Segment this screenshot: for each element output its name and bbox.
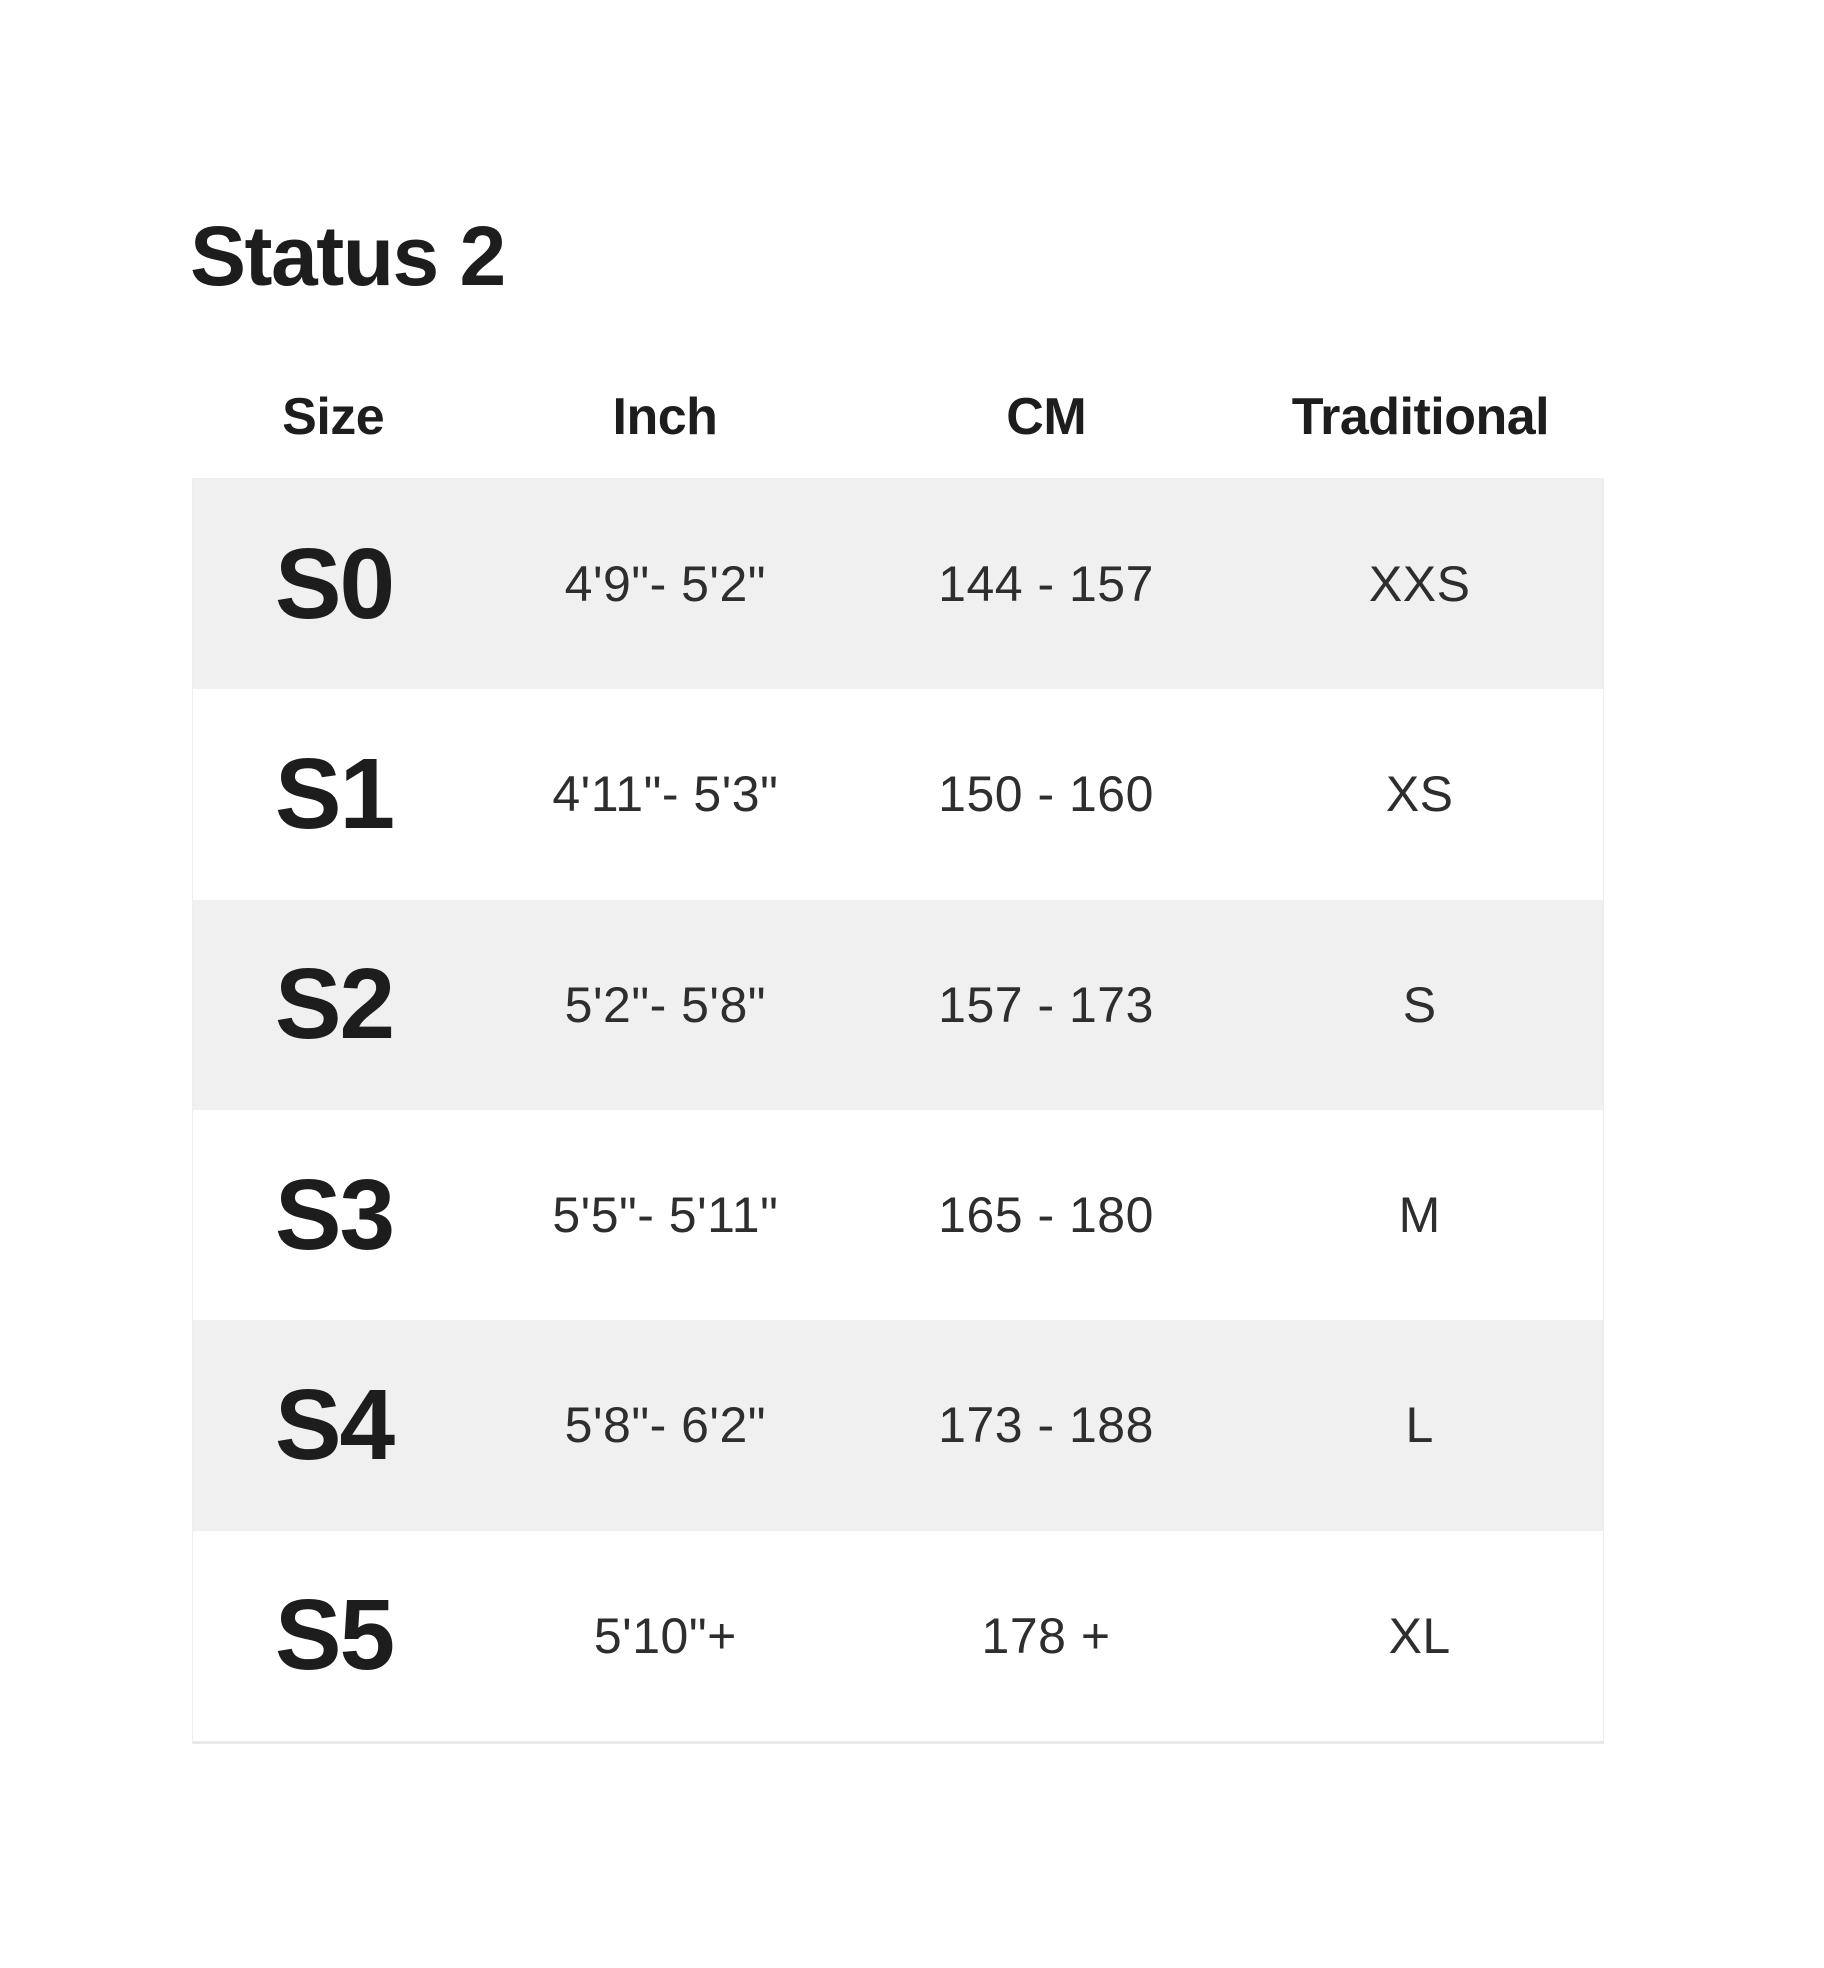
cell-cm: 165 - 180 xyxy=(938,1187,1154,1244)
cell-size: S4 xyxy=(274,1368,395,1481)
cell-cm: 144 - 157 xyxy=(938,556,1154,613)
page-title: Status 2 xyxy=(190,209,506,303)
cell-traditional: M xyxy=(1398,1187,1441,1244)
cell-inch: 4'9"- 5'2" xyxy=(564,556,767,613)
cell-inch: 5'10"+ xyxy=(593,1607,737,1664)
cell-size: S0 xyxy=(274,527,395,640)
cell-traditional: XL xyxy=(1388,1607,1451,1664)
size-table: S0 4'9"- 5'2" 144 - 157 XXS S1 4'11"- 5'… xyxy=(192,478,1604,1744)
cell-traditional: S xyxy=(1402,976,1437,1033)
cell-inch: 5'2"- 5'8" xyxy=(564,976,767,1033)
cell-size: S3 xyxy=(274,1158,395,1271)
column-header-size: Size xyxy=(282,388,385,446)
cell-traditional: XS xyxy=(1385,766,1454,823)
cell-traditional: XXS xyxy=(1368,556,1471,613)
cell-traditional: L xyxy=(1405,1397,1434,1454)
table-row: S4 5'8"- 6'2" 173 - 188 L xyxy=(193,1320,1603,1531)
table-row: S5 5'10"+ 178 + XL xyxy=(193,1530,1603,1741)
cell-cm: 157 - 173 xyxy=(938,976,1154,1033)
column-header-cm: CM xyxy=(1006,388,1087,446)
cell-size: S1 xyxy=(274,737,395,850)
cell-cm: 178 + xyxy=(981,1607,1111,1664)
cell-cm: 173 - 188 xyxy=(938,1397,1154,1454)
cell-size: S5 xyxy=(274,1579,395,1692)
cell-inch: 5'8"- 6'2" xyxy=(564,1397,767,1454)
cell-cm: 150 - 160 xyxy=(938,766,1154,823)
column-header-inch: Inch xyxy=(612,388,718,446)
table-row: S2 5'2"- 5'8" 157 - 173 S xyxy=(193,899,1603,1110)
cell-inch: 4'11"- 5'3" xyxy=(552,766,779,823)
column-header-traditional: Traditional xyxy=(1291,388,1550,446)
table-header-row: Size Inch CM Traditional xyxy=(192,356,1604,478)
cell-size: S2 xyxy=(274,948,395,1061)
table-row: S1 4'11"- 5'3" 150 - 160 XS xyxy=(193,689,1603,900)
table-row: S0 4'9"- 5'2" 144 - 157 XXS xyxy=(193,479,1603,690)
table-row: S3 5'5"- 5'11" 165 - 180 M xyxy=(193,1109,1603,1321)
cell-inch: 5'5"- 5'11" xyxy=(552,1187,779,1244)
